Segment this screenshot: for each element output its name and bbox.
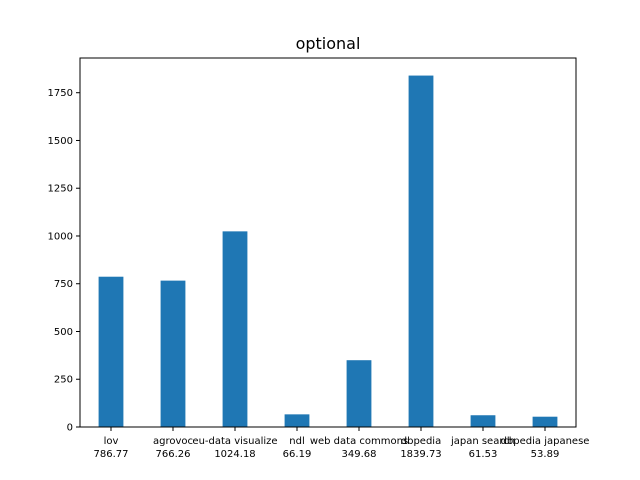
x-value-label-1: 766.26 [156, 449, 191, 460]
y-tick-label-4: 1000 [48, 231, 73, 242]
bar-5 [408, 75, 434, 427]
x-value-label-7: 53.89 [531, 449, 560, 460]
bar-7 [532, 416, 558, 427]
plot-frame [79, 57, 577, 428]
y-axis: 0 250 500 750 1000 1250 1500 1750 [48, 88, 80, 434]
x-tick-label-7: dbpedia japanese [501, 436, 590, 447]
bar-0 [98, 276, 124, 427]
y-tick-label-1: 250 [54, 375, 73, 386]
y-tick-label-6: 1500 [48, 136, 73, 147]
chart-title: optional [296, 34, 361, 53]
x-tick-label-4: web data commons [310, 436, 408, 447]
bars-group [98, 75, 558, 427]
x-value-label-4: 349.68 [342, 449, 377, 460]
y-tick-label-7: 1750 [48, 88, 73, 99]
bar-4 [346, 360, 372, 427]
bar-2 [222, 231, 248, 427]
y-tick-label-5: 1250 [48, 184, 73, 195]
x-value-label-6: 61.53 [469, 449, 498, 460]
x-tick-label-3: ndl [289, 436, 304, 447]
bar-3 [284, 414, 310, 427]
y-tick-label-0: 0 [67, 423, 73, 434]
bar-6 [470, 415, 496, 427]
x-tick-label-0: lov [104, 436, 119, 447]
x-tick-label-1: agrovoc [153, 436, 193, 447]
x-value-label-3: 66.19 [283, 449, 312, 460]
x-tick-label-5: dbpedia [401, 436, 441, 447]
y-tick-label-3: 750 [54, 279, 73, 290]
y-tick-label-2: 500 [54, 327, 73, 338]
x-value-label-2: 1024.18 [214, 449, 255, 460]
x-value-label-0: 786.77 [94, 449, 129, 460]
bar-1 [160, 280, 186, 427]
x-tick-label-6: japan search [450, 436, 515, 447]
x-tick-label-2: eu-data visualize [192, 436, 277, 447]
x-value-label-5: 1839.73 [400, 449, 441, 460]
